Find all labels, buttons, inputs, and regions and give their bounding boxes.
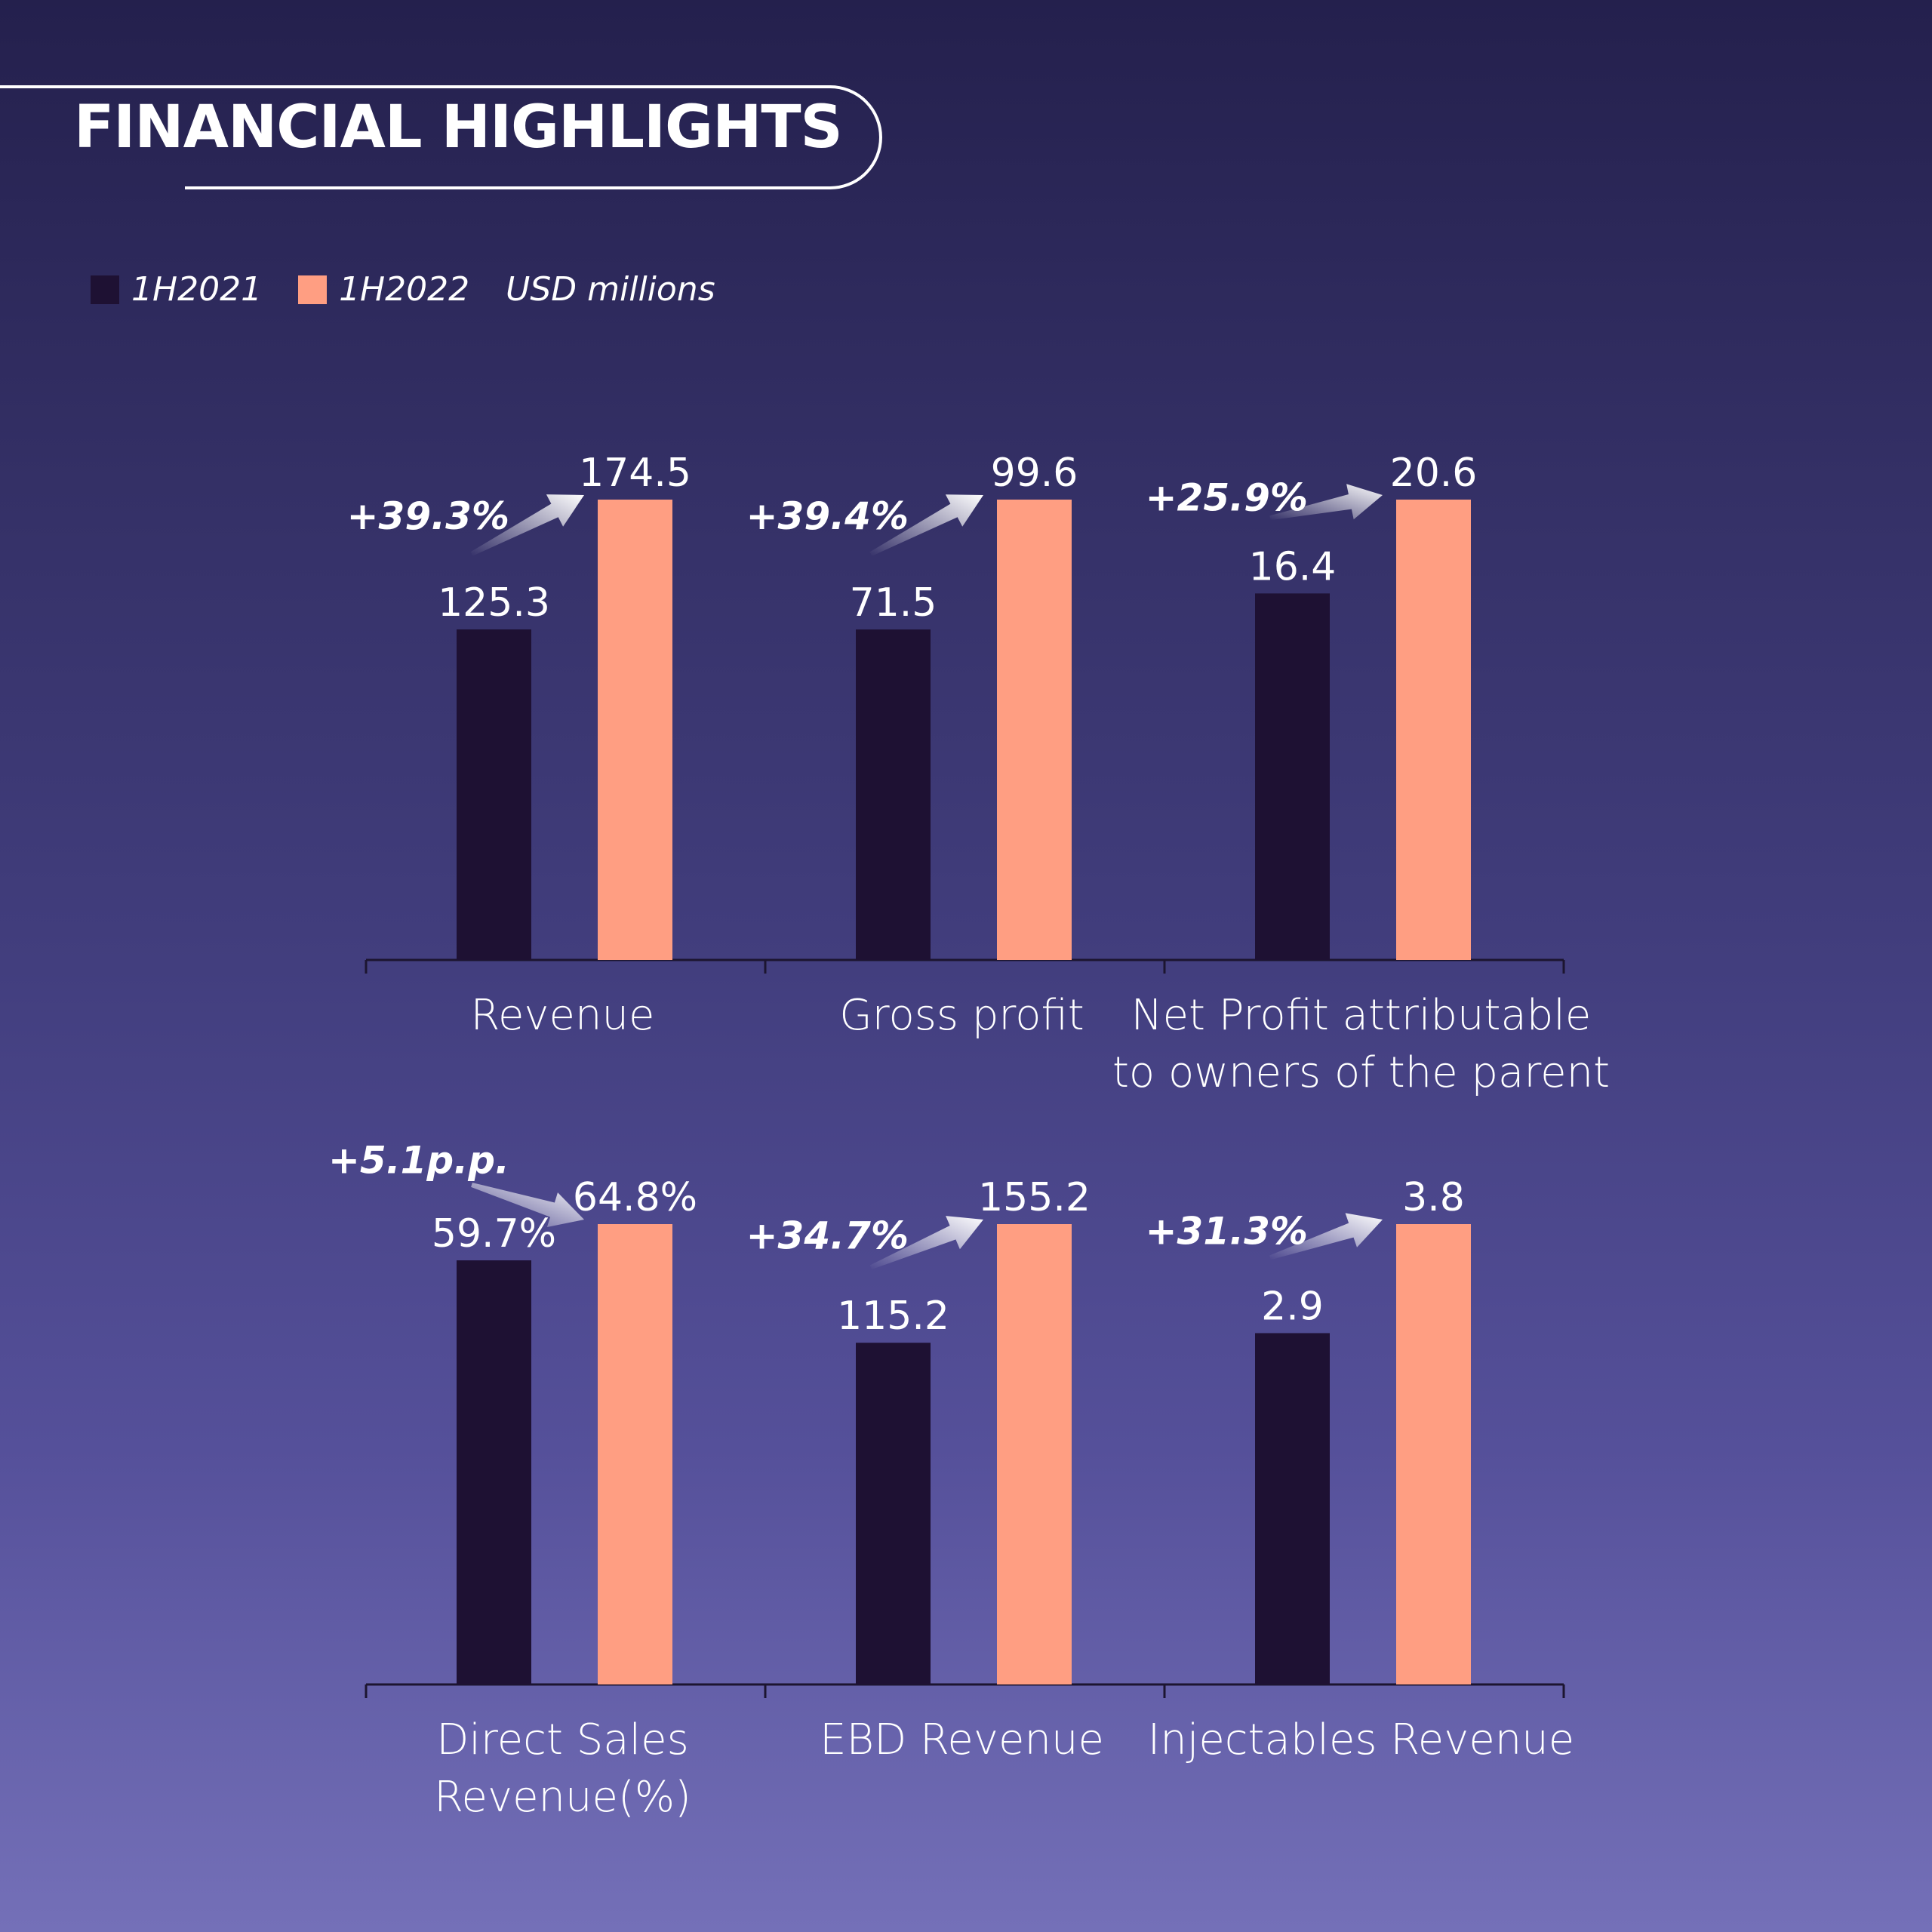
- chart-panel-1: 125.3 174.5 +39.3% Revenue 71.5 99.6 +39.4% Gro…: [347, 451, 1610, 1097]
- change-label-net-profit-attributable-to-owners-of-the-parent: +25.9%: [1146, 475, 1308, 519]
- bar-ebd-revenue-1h2021: [856, 1343, 931, 1684]
- bar-net-profit-attributable-to-owners-of-the-parent-1h2021: [1255, 593, 1330, 960]
- value-label-direct-sales-revenue-1h2021: 59.7%: [432, 1211, 556, 1257]
- change-label-revenue: +39.3%: [347, 494, 509, 538]
- bar-direct-sales-revenue-1h2022: [598, 1224, 672, 1684]
- value-label-net-profit-attributable-to-owners-of-the-parent-1h2021: 16.4: [1249, 544, 1337, 589]
- bar-net-profit-attributable-to-owners-of-the-parent-1h2022: [1396, 500, 1471, 960]
- value-label-revenue-1h2021: 125.3: [438, 580, 550, 626]
- value-label-injectables-revenue-1h2022: 3.8: [1402, 1175, 1465, 1220]
- growth-arrow-ebd-revenue: [869, 1216, 983, 1269]
- bar-ebd-revenue-1h2022: [997, 1224, 1072, 1684]
- legend-item-1h2021: 1H2021: [91, 273, 262, 306]
- category-label-net-profit-attributable-to-owners-of-the-parent: Net Profit attributable: [1131, 991, 1592, 1040]
- legend: 1H2021 1H2022 USD millions: [91, 269, 715, 311]
- value-label-injectables-revenue-1h2021: 2.9: [1261, 1284, 1324, 1329]
- value-label-gross-profit-1h2022: 99.6: [991, 451, 1078, 496]
- growth-arrow-injectables-revenue: [1269, 1213, 1383, 1260]
- value-label-ebd-revenue-1h2022: 155.2: [978, 1175, 1091, 1220]
- change-label-injectables-revenue: +31.3%: [1146, 1210, 1308, 1254]
- value-label-gross-profit-1h2021: 71.5: [850, 580, 937, 626]
- growth-arrow-net-profit-attributable-to-owners-of-the-parent: [1269, 484, 1383, 521]
- bar-direct-sales-revenue-1h2021: [457, 1260, 531, 1684]
- page-title: FINANCIAL HIGHLIGHTS: [74, 94, 843, 162]
- category-label-ebd-revenue: EBD Revenue: [820, 1715, 1104, 1764]
- bar-revenue-1h2021: [457, 629, 531, 960]
- bar-injectables-revenue-1h2022: [1396, 1224, 1471, 1684]
- legend-label-1h2022: 1H2022: [339, 270, 470, 309]
- legend-item-1h2022: 1H2022: [298, 273, 469, 306]
- category-label-revenue: Revenue: [471, 991, 655, 1040]
- legend-unit: USD millions: [506, 270, 715, 309]
- growth-arrow-direct-sales-revenue: [471, 1183, 584, 1227]
- legend-label-1h2021: 1H2021: [131, 270, 263, 309]
- change-label-direct-sales-revenue: +5.1p.p.: [328, 1139, 509, 1183]
- category-label-direct-sales-revenue: Revenue(%): [434, 1773, 691, 1822]
- change-label-ebd-revenue: +34.7%: [746, 1214, 909, 1257]
- value-label-direct-sales-revenue-1h2022: 64.8%: [573, 1175, 697, 1220]
- bar-gross-profit-1h2021: [856, 629, 931, 960]
- value-label-ebd-revenue-1h2021: 115.2: [837, 1294, 949, 1339]
- title-frame: [0, 85, 882, 189]
- category-label-net-profit-attributable-to-owners-of-the-parent: to owners of the parent: [1112, 1048, 1610, 1097]
- category-label-direct-sales-revenue: Direct Sales: [436, 1715, 689, 1764]
- value-label-revenue-1h2022: 174.5: [579, 451, 691, 496]
- category-label-gross-profit: Gross profit: [839, 991, 1084, 1040]
- growth-arrow-gross-profit: [869, 494, 983, 556]
- legend-swatch-1h2022: [298, 275, 328, 304]
- value-label-net-profit-attributable-to-owners-of-the-parent-1h2022: 20.6: [1390, 451, 1478, 496]
- bar-injectables-revenue-1h2021: [1255, 1333, 1330, 1684]
- bar-gross-profit-1h2022: [997, 500, 1072, 960]
- bar-revenue-1h2022: [598, 500, 672, 960]
- chart-panel-2: 59.7% 64.8% +5.1p.p. Direct Sales Revenue(%)…: [328, 1139, 1574, 1822]
- category-label-injectables-revenue: Injectables Revenue: [1148, 1715, 1575, 1764]
- growth-arrow-revenue: [470, 494, 584, 556]
- change-label-gross-profit: +39.4%: [746, 494, 909, 538]
- legend-swatch-1h2021: [91, 275, 119, 304]
